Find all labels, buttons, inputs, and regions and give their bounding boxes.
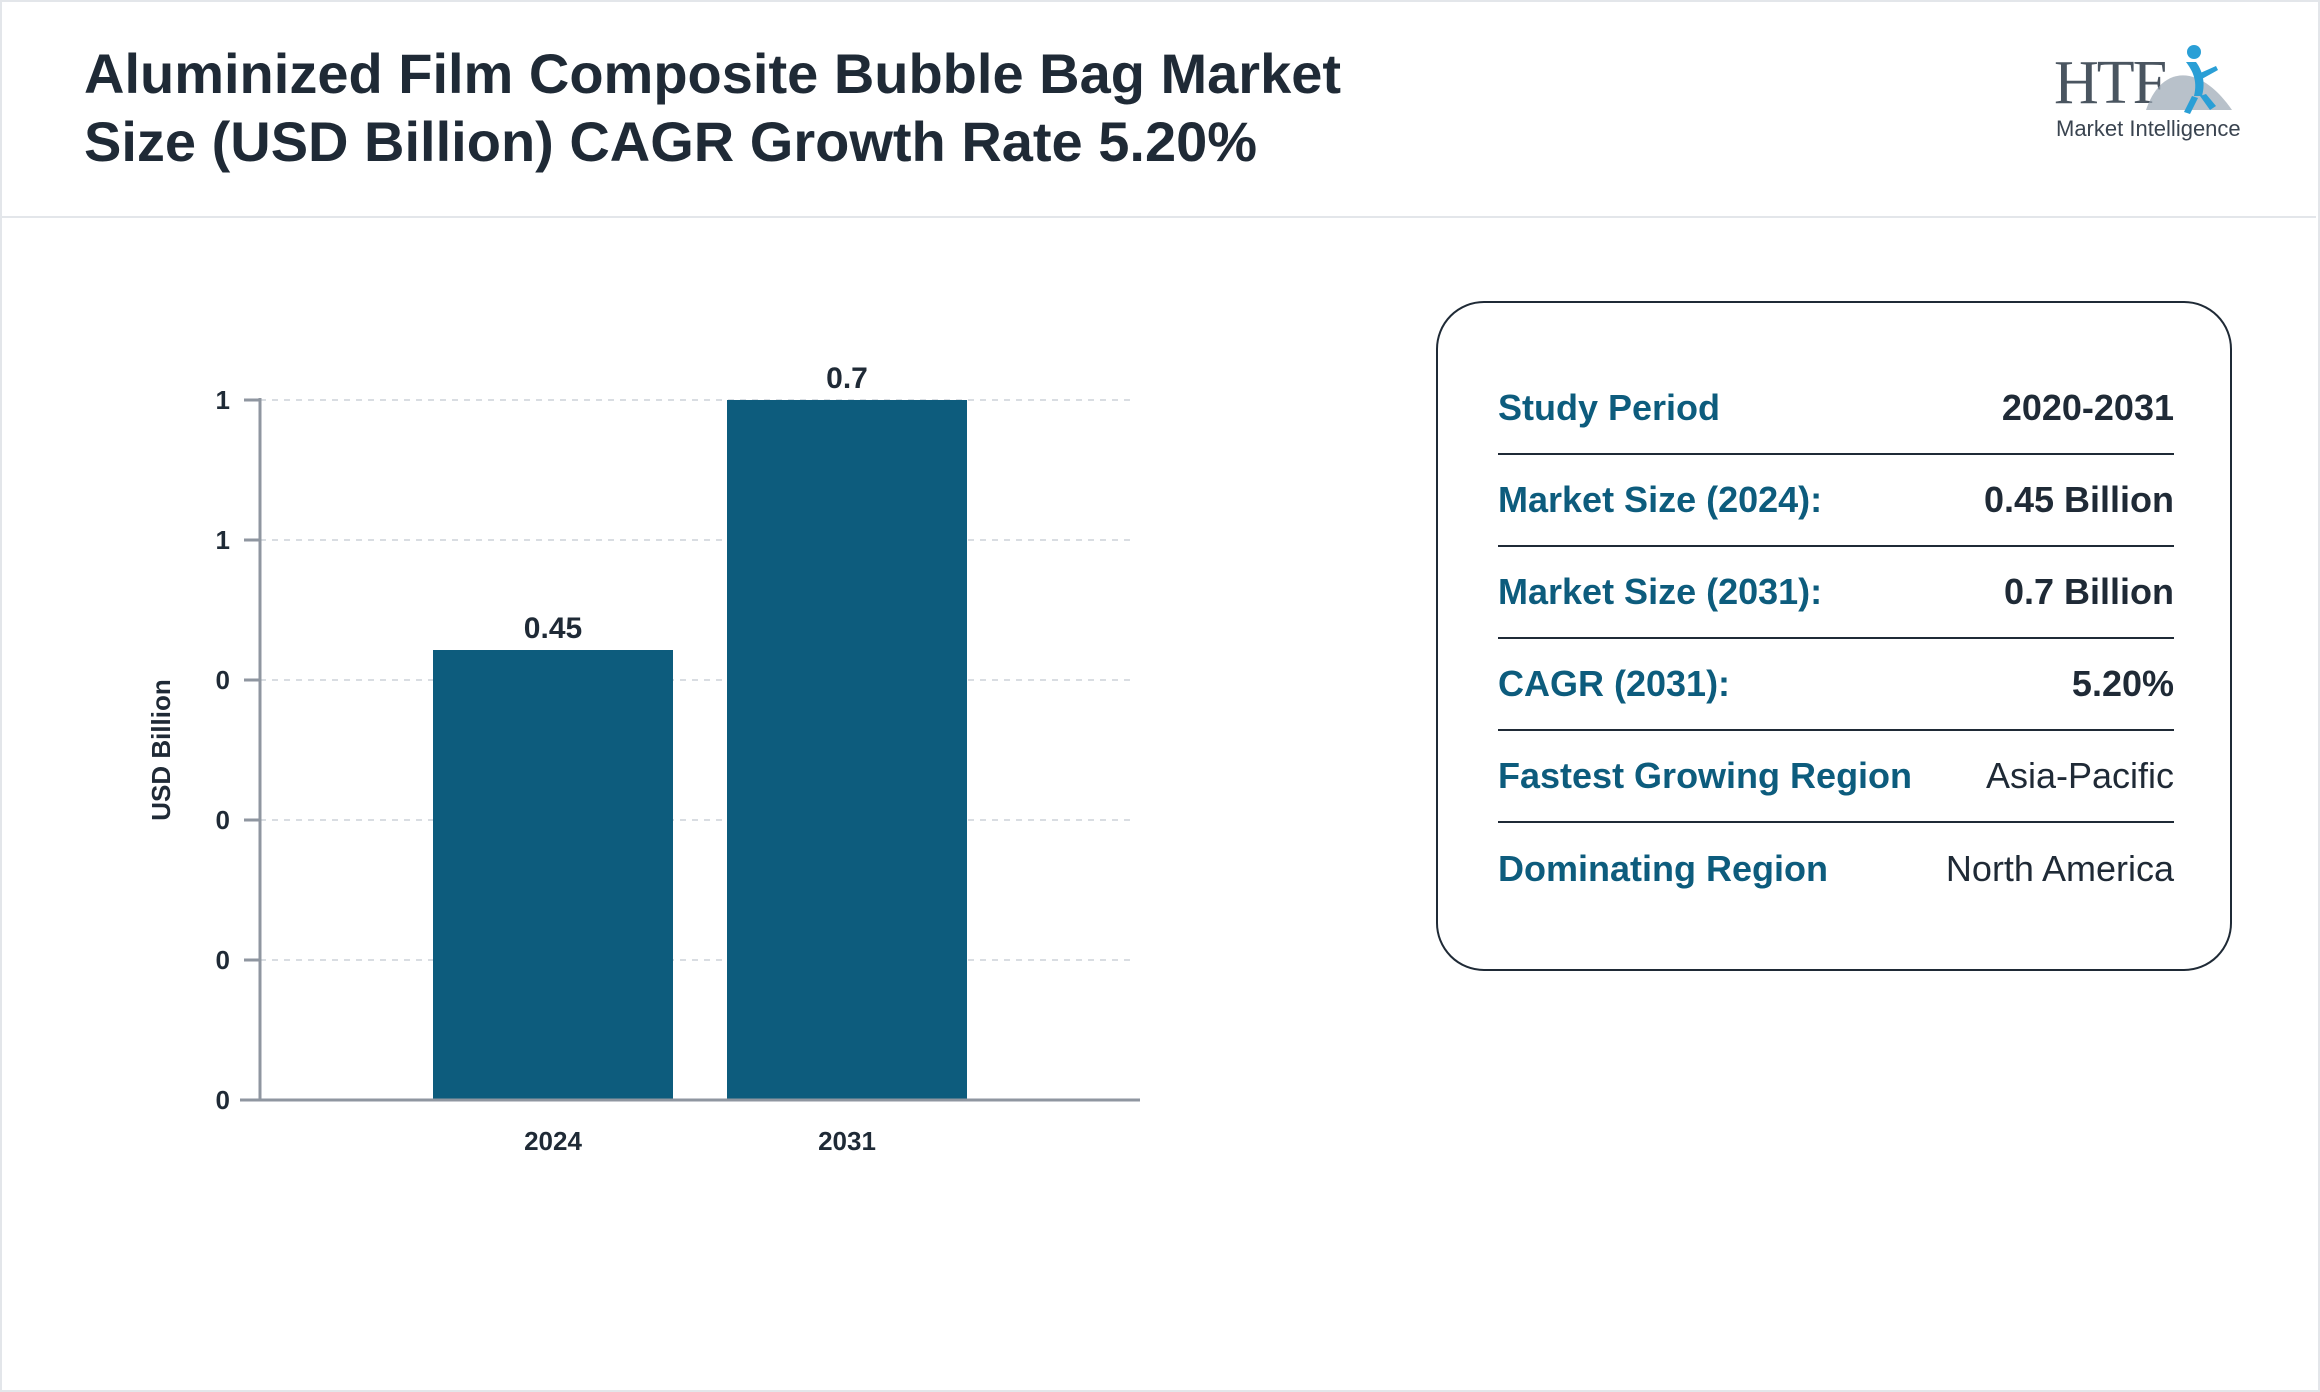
logo-subtext: Market Intelligence [2056,116,2241,141]
info-value: 0.45 Billion [1983,479,2174,520]
info-row-market-size-2024: Market Size (2024): 0.45 Billion [1498,455,2174,547]
bar-2024 [433,650,673,1100]
y-tick-label: 0 [216,1085,230,1115]
info-value: 2020-2031 [2001,387,2174,428]
info-value: 0.7 Billion [2003,571,2174,612]
y-tick-label: 0 [216,665,230,695]
y-axis-label: USD Billion [146,679,176,821]
info-label: Study Period [1498,387,1721,428]
page-title: Aluminized Film Composite Bubble Bag Mar… [84,42,1342,173]
header: Aluminized Film Composite Bubble Bag Mar… [0,0,2316,218]
info-label: Dominating Region [1498,848,1828,889]
x-ticks: 2024 2031 [524,1126,876,1156]
y-ticks: 0 0 0 0 1 1 [216,385,260,1115]
info-value: 5.20% [2071,663,2174,704]
info-value: Asia-Pacific [1985,755,2174,796]
bar-chart: 0 0 0 0 1 1 2024 2031 0.45 0.7 USD Billion [146,362,1140,1156]
y-tick-label: 0 [216,945,230,975]
info-row-fastest-growing-region: Fastest Growing Region Asia-Pacific [1498,731,2174,823]
y-tick-label: 0 [216,805,230,835]
bar-2031 [727,400,967,1100]
bar-value-label: 0.7 [826,362,868,395]
y-tick-label: 1 [216,385,230,415]
info-label: CAGR (2031): [1498,663,1731,704]
info-value: North America [1945,848,2174,889]
info-label: Market Size (2031): [1498,571,1823,612]
data-labels: 0.45 0.7 [524,362,868,645]
info-row-dominating-region: Dominating Region North America [1498,823,2174,915]
axes [240,398,1140,1102]
htf-logo: HTF Market Intelligence [2050,38,2241,148]
info-label: Fastest Growing Region [1498,755,1913,796]
x-tick-label: 2031 [818,1126,876,1156]
info-row-study-period: Study Period 2020-2031 [1498,363,2174,455]
info-row-cagr: CAGR (2031): 5.20% [1498,639,2174,731]
info-label: Market Size (2024): [1498,479,1823,520]
x-tick-label: 2024 [524,1126,582,1156]
info-row-market-size-2031: Market Size (2031): 0.7 Billion [1498,547,2174,639]
figure-icon [2146,45,2232,114]
y-tick-label: 1 [216,525,230,555]
bars [433,400,967,1100]
info-panel: Study Period 2020-2031 Market Size (2024… [1436,301,2232,971]
bar-value-label: 0.45 [524,612,582,645]
grid-lines [260,399,1136,1101]
